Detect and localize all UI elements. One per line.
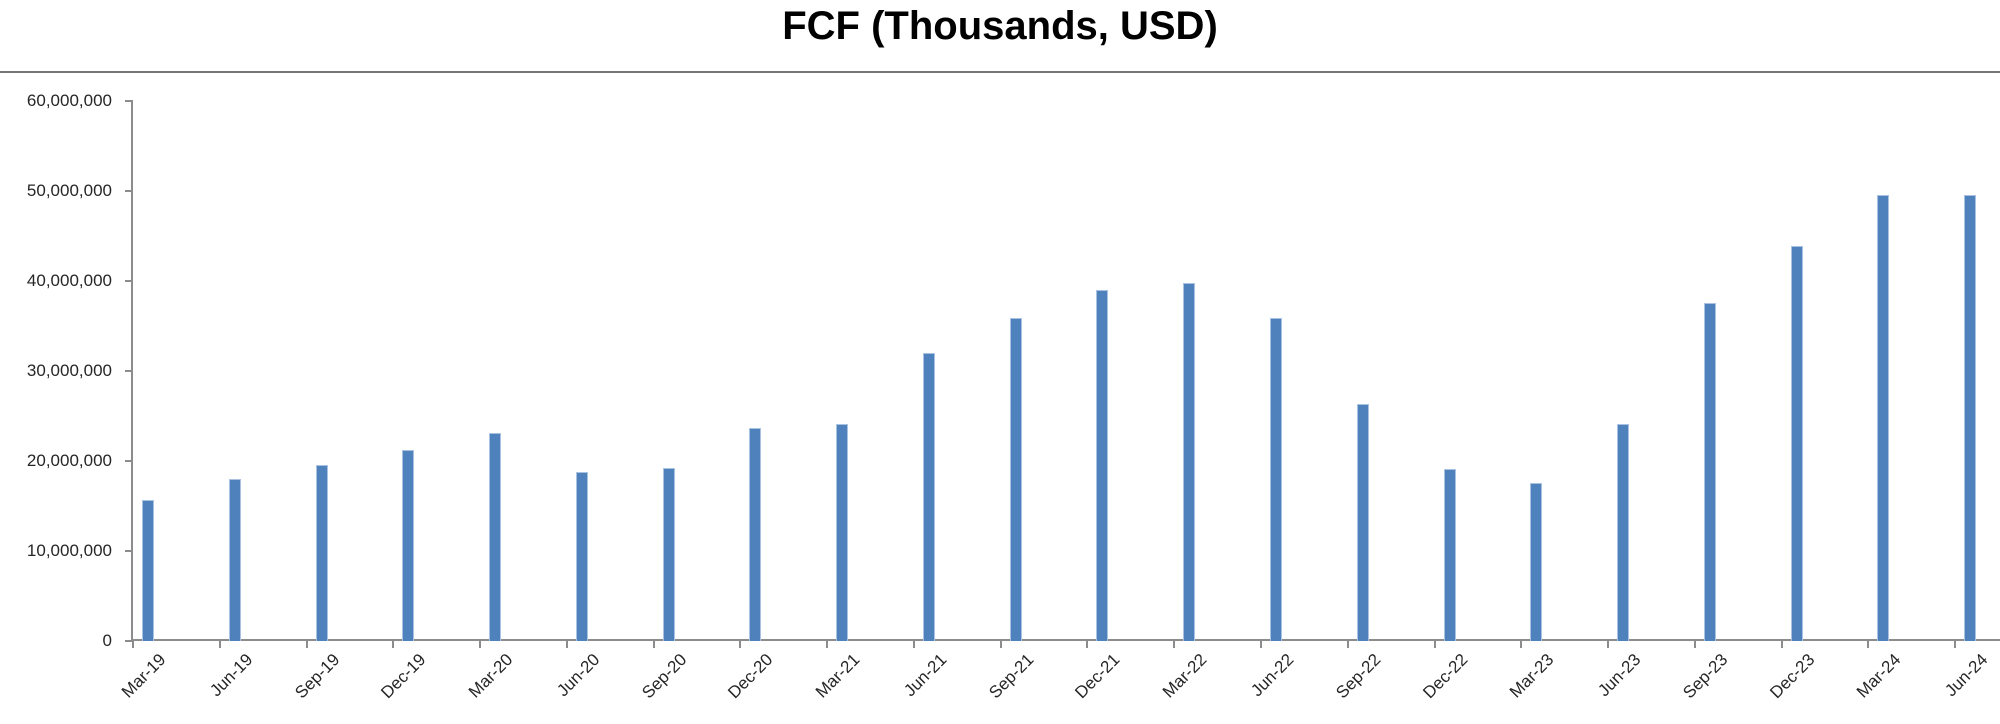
y-tick-label: 20,000,000 [26, 451, 112, 470]
x-tick-mark [392, 639, 394, 648]
bar-sep-23 [1704, 303, 1716, 641]
y-tick-mark [125, 640, 132, 642]
y-tick-label: 50,000,000 [26, 181, 112, 200]
x-tick-mark [1954, 639, 1956, 648]
bar-mar-24 [1877, 195, 1889, 641]
bar-dec-23 [1791, 246, 1803, 641]
bar-jun-24 [1964, 195, 1976, 641]
x-tick-mark [739, 639, 741, 648]
x-tick-mark [653, 639, 655, 648]
y-tick-mark [125, 280, 132, 282]
y-tick-label: 60,000,000 [26, 91, 112, 110]
x-axis-label: Mar-19 [117, 650, 170, 702]
y-tick-mark [125, 550, 132, 552]
bar-dec-22 [1444, 469, 1456, 641]
bar-jun-20 [576, 472, 588, 641]
bar-jun-22 [1270, 318, 1282, 641]
x-tick-mark [1607, 639, 1609, 648]
bar-sep-20 [663, 468, 675, 641]
bar-mar-20 [489, 433, 501, 641]
bar-dec-19 [402, 450, 414, 641]
x-tick-mark [479, 639, 481, 648]
bar-mar-21 [836, 424, 848, 641]
x-tick-mark [1781, 639, 1783, 648]
bar-jun-19 [229, 479, 241, 641]
bar-sep-22 [1357, 404, 1369, 641]
x-tick-mark [1520, 639, 1522, 648]
bar-jun-21 [923, 353, 935, 641]
bar-mar-22 [1183, 283, 1195, 641]
x-tick-mark [306, 639, 308, 648]
y-tick-mark [125, 190, 132, 192]
x-tick-mark [826, 639, 828, 648]
bar-mar-19 [142, 500, 154, 641]
x-tick-mark [1260, 639, 1262, 648]
chart-title: FCF (Thousands, USD) [782, 4, 1218, 48]
x-tick-mark [1867, 639, 1869, 648]
x-axis-line [131, 639, 2000, 641]
x-tick-mark [1434, 639, 1436, 648]
y-tick-mark [125, 100, 132, 102]
x-tick-mark [132, 639, 134, 648]
bar-dec-20 [749, 428, 761, 641]
y-axis-line [131, 100, 133, 641]
bar-jun-23 [1617, 424, 1629, 641]
y-tick-label: 30,000,000 [26, 361, 112, 380]
y-tick-mark [125, 460, 132, 462]
x-tick-mark [1086, 639, 1088, 648]
x-tick-mark [1347, 639, 1349, 648]
x-tick-mark [1173, 639, 1175, 648]
bar-sep-21 [1010, 318, 1022, 641]
x-tick-mark [1694, 639, 1696, 648]
x-tick-mark [219, 639, 221, 648]
bar-sep-19 [316, 465, 328, 641]
y-tick-label: 40,000,000 [26, 271, 112, 290]
x-tick-mark [913, 639, 915, 648]
bar-mar-23 [1530, 483, 1542, 641]
x-tick-mark [566, 639, 568, 648]
title-divider-line [0, 71, 2000, 73]
y-tick-label: 0 [102, 631, 112, 650]
y-tick-mark [125, 370, 132, 372]
y-tick-label: 10,000,000 [26, 541, 112, 560]
bar-dec-21 [1096, 290, 1108, 641]
x-tick-mark [1000, 639, 1002, 648]
